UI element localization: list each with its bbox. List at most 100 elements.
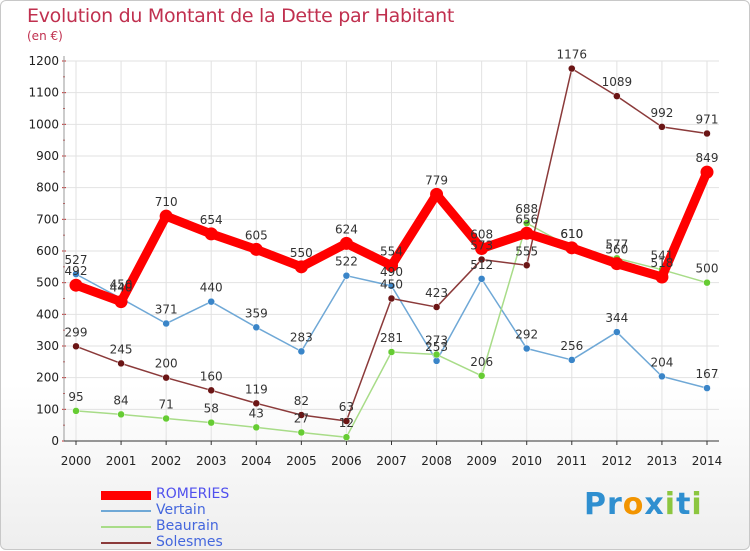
legend-swatch [101, 490, 151, 500]
data-point [522, 344, 531, 353]
x-tick-label: 2002 [151, 454, 182, 468]
data-point [477, 255, 486, 264]
y-tick-label: 1100 [28, 86, 59, 100]
data-label: 512 [470, 258, 493, 272]
data-label: 554 [380, 245, 403, 259]
data-point [117, 359, 125, 368]
x-tick-label: 2014 [692, 454, 723, 468]
data-point [159, 209, 173, 223]
data-point [658, 123, 666, 131]
data-label: 849 [696, 151, 719, 165]
data-point [342, 433, 351, 441]
axes: 0 100 200 300 400 500 600 700 800 900 1000 1100 1200… [28, 54, 722, 468]
data-point [72, 270, 80, 278]
x-tick-label: 2011 [557, 454, 588, 468]
x-tick-label: 2001 [106, 454, 137, 468]
data-point [387, 348, 396, 356]
data-label: 500 [696, 262, 719, 276]
data-label: 82 [294, 394, 309, 408]
data-point [703, 384, 711, 392]
data-point [342, 271, 351, 280]
y-tick-label: 800 [36, 181, 59, 195]
data-label: 1089 [602, 75, 633, 89]
data-label: 450 [110, 278, 133, 292]
data-point [294, 260, 308, 274]
data-point [568, 64, 576, 73]
data-label: 440 [200, 281, 223, 295]
data-label: 371 [155, 303, 178, 317]
data-point [658, 372, 666, 381]
data-point [69, 278, 83, 292]
data-point [522, 219, 531, 227]
data-point [114, 295, 128, 309]
data-label: 992 [650, 106, 673, 120]
data-point [430, 187, 444, 201]
data-label: 43 [249, 406, 264, 420]
data-label: 12 [339, 416, 354, 430]
series-lines [69, 64, 714, 441]
data-label: 273 [425, 334, 448, 348]
data-label: 656 [515, 212, 538, 226]
x-tick-label: 2007 [376, 454, 407, 468]
data-label: 253 [425, 340, 448, 354]
data-label: 450 [380, 278, 403, 292]
data-point [520, 226, 534, 240]
data-label: 160 [200, 369, 223, 383]
data-point [387, 294, 396, 303]
logo-letter: x [644, 487, 665, 522]
data-point [72, 342, 80, 351]
data-label: 84 [113, 393, 128, 407]
data-label: 688 [515, 202, 538, 216]
data-label: 624 [335, 222, 358, 236]
legend-swatch [101, 526, 151, 528]
data-point [297, 428, 306, 437]
data-label: 610 [560, 227, 583, 241]
data-label: 281 [380, 331, 403, 345]
data-label: 119 [245, 382, 268, 396]
logo-letter: P [584, 487, 607, 522]
data-label: 522 [335, 255, 358, 269]
chart-title: Evolution du Montant de la Dette par Hab… [27, 5, 455, 27]
data-label: 654 [200, 213, 223, 227]
data-label: 573 [470, 239, 493, 253]
data-point [432, 357, 441, 365]
grid-lines [64, 60, 719, 441]
data-point [613, 92, 621, 100]
y-tick-label: 300 [36, 339, 59, 353]
y-tick-label: 400 [36, 307, 59, 321]
data-label: 423 [425, 286, 448, 300]
data-point [387, 282, 396, 290]
data-label: 555 [515, 244, 538, 258]
data-labels: 4924407106546055506245547796086566105605… [65, 48, 719, 431]
x-tick-label: 2010 [511, 454, 542, 468]
data-label: 605 [245, 228, 268, 242]
data-label: 550 [290, 246, 313, 260]
data-point [477, 372, 486, 380]
data-point [613, 328, 621, 336]
data-point [252, 399, 261, 408]
legend-swatch [101, 542, 151, 544]
x-tick-label: 2004 [241, 454, 272, 468]
data-label: 283 [290, 330, 313, 344]
data-point [207, 418, 215, 427]
data-point [72, 407, 80, 415]
data-label: 541 [650, 249, 673, 263]
legend-swatch [101, 510, 151, 512]
data-label: 200 [155, 357, 178, 371]
data-label: 27 [294, 411, 309, 425]
proxiti-logo: Proxiti [584, 487, 703, 522]
data-point [477, 275, 486, 283]
data-label: 292 [515, 328, 538, 342]
data-point [565, 241, 579, 255]
data-point [610, 257, 624, 271]
data-point [655, 270, 669, 284]
data-label: 518 [650, 256, 673, 270]
data-point [475, 241, 489, 255]
x-tick-label: 2012 [602, 454, 633, 468]
data-label: 779 [425, 173, 448, 187]
x-tick-label: 2008 [421, 454, 452, 468]
chart-unit: (en €) [27, 29, 63, 43]
data-label: 560 [605, 243, 628, 257]
